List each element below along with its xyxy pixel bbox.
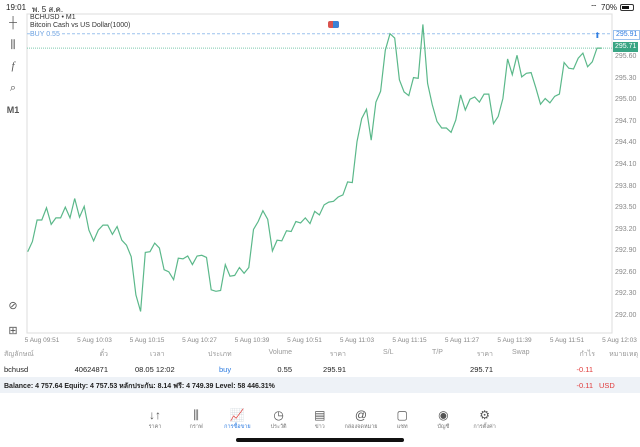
status-date: พ. 5 ส.ค. [32, 5, 64, 14]
time-tick: 5 Aug 10:27 [182, 337, 217, 344]
chart-frame [26, 13, 613, 334]
tab-icon: ⚙ [479, 408, 490, 422]
tab-label: การตั้งค่า [473, 424, 496, 430]
row-symbol: bchusd [4, 365, 29, 374]
row-open-price: 295.91 [323, 365, 346, 374]
time-tick: 5 Aug 10:51 [287, 337, 322, 344]
crosshair-icon[interactable]: ┼ [9, 17, 17, 29]
tab-label: การซื้อขาย [224, 424, 251, 430]
time-tick: 5 Aug 11:03 [339, 337, 375, 344]
tab-label: ราคา [148, 424, 162, 430]
time-tick: 5 Aug 11:39 [497, 337, 532, 344]
new-order-icon[interactable]: ⊞ [8, 325, 18, 337]
function-icon[interactable]: f [11, 60, 15, 72]
buy-arrow-icon: ⬆ [594, 31, 601, 40]
tab-4[interactable]: ▤ ข่าว [300, 407, 340, 431]
tab-icon: ◷ [273, 408, 284, 422]
status-time: 19:01 [6, 3, 27, 12]
price-tick: 294.70 [615, 117, 637, 125]
tab-5[interactable]: @ กล่องจดหมาย [341, 407, 381, 431]
row-price: 295.71 [470, 365, 493, 374]
total-profit: -0.11 [576, 381, 593, 390]
open-price-label: 295.91 [613, 30, 640, 40]
price-chart[interactable] [0, 0, 640, 345]
price-tick: 295.30 [615, 74, 637, 82]
col-profit: กำไร [579, 351, 595, 358]
col-comment: หมายเหตุ [609, 351, 638, 358]
tab-label: กล่องจดหมาย [344, 424, 378, 430]
col-sl: S/L [383, 349, 394, 356]
tab-2[interactable]: 📈 การซื้อขาย [217, 407, 257, 431]
battery-icon [620, 4, 634, 11]
col-price: ราคา [476, 351, 493, 358]
price-tick: 292.90 [615, 247, 637, 255]
price-tick: 295.60 [615, 53, 637, 61]
row-volume: 0.55 [277, 365, 292, 374]
timeframe-button[interactable]: M1 [6, 105, 20, 115]
account-summary-bar: Balance: 4 757.64 Equity: 4 757.53 หลักป… [0, 377, 640, 393]
one-click-trading-icon[interactable] [328, 21, 339, 28]
col-ticket: ตั๋ว [99, 351, 108, 358]
wifi-icon: ⌔ [590, 3, 598, 12]
indicators-icon[interactable]: ⫼ [10, 39, 16, 51]
col-swap: Swap [512, 349, 530, 356]
chart-description: Bitcoin Cash vs US Dollar(1000) [30, 22, 131, 29]
col-time: เวลา [150, 351, 165, 358]
tab-3[interactable]: ◷ ประวัติ [259, 407, 299, 431]
account-summary: Balance: 4 757.64 Equity: 4 757.53 หลักป… [4, 383, 275, 390]
col-open-price: ราคา [329, 351, 346, 358]
current-price-label: 295.71 [613, 42, 639, 52]
price-tick: 294.40 [615, 139, 637, 147]
time-tick: 5 Aug 09:51 [24, 337, 60, 344]
price-tick: 293.50 [615, 204, 637, 212]
time-tick: 5 Aug 10:39 [234, 337, 270, 344]
price-tick: 292.30 [615, 290, 637, 298]
time-tick: 5 Aug 11:15 [392, 337, 427, 344]
time-tick: 5 Aug 12:03 [602, 337, 637, 344]
tab-6[interactable]: ▢ แชท [382, 407, 422, 431]
price-tick: 294.10 [615, 160, 637, 168]
tab-icon: @ [354, 408, 368, 422]
col-volume: Volume [268, 349, 292, 356]
time-tick: 5 Aug 11:27 [444, 337, 480, 344]
tab-icon: ▤ [314, 408, 326, 422]
tab-label: แชท [396, 424, 408, 430]
price-tick: 292.60 [615, 268, 637, 276]
tab-1[interactable]: ⫼ กราฟ [176, 407, 216, 431]
tab-icon: ▢ [396, 408, 408, 422]
tab-label: กราฟ [189, 424, 203, 430]
battery-level: 70% [601, 3, 618, 12]
row-profit: -0.11 [576, 365, 593, 374]
zoom-icon[interactable]: ⊘ [8, 300, 18, 312]
col-symbol: สัญลักษณ์ [4, 351, 34, 358]
price-tick: 293.20 [615, 225, 637, 233]
col-tp: T/P [432, 349, 443, 356]
price-tick: 295.00 [615, 96, 637, 104]
time-tick: 5 Aug 10:03 [77, 337, 112, 344]
tab-icon: ◉ [438, 408, 449, 422]
time-tick: 5 Aug 10:15 [129, 337, 165, 344]
tab-icon: ↓↑ [149, 408, 161, 422]
row-ticket: 40624871 [74, 365, 108, 374]
price-tick: 293.80 [615, 182, 637, 190]
row-time: 08.05 12:02 [135, 365, 175, 374]
tab-icon: ⫼ [193, 408, 199, 422]
currency: USD [599, 381, 615, 390]
home-indicator [236, 438, 404, 442]
row-type: buy [219, 365, 232, 374]
objects-icon[interactable]: ⌕ [9, 82, 17, 94]
tab-label: ข่าว [314, 424, 325, 430]
chart-symbol[interactable]: BCHUSD • M1 [30, 14, 76, 21]
tab-label: ประวัติ [270, 424, 287, 430]
tab-0[interactable]: ↓↑ ราคา [135, 407, 175, 431]
order-label: BUY 0.55 [30, 31, 60, 39]
tab-7[interactable]: ◉ บัญชี [423, 407, 463, 431]
time-tick: 5 Aug 11:51 [549, 337, 585, 344]
price-line [27, 24, 602, 312]
tab-icon: 📈 [229, 408, 245, 422]
col-type: ประเภท [208, 351, 232, 358]
tab-label: บัญชี [437, 424, 450, 430]
price-tick: 292.00 [615, 312, 637, 319]
tab-8[interactable]: ⚙ การตั้งค่า [465, 407, 505, 431]
